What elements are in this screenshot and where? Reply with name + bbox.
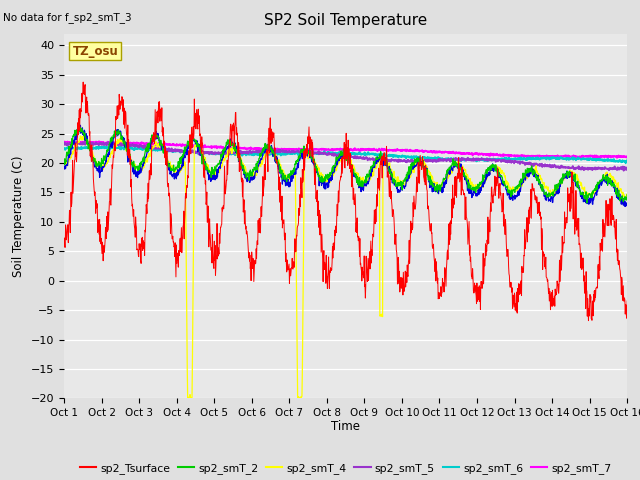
- Legend: sp2_Tsurface, sp2_smT_1, sp2_smT_2, sp2_smT_4, sp2_smT_5, sp2_smT_6, sp2_smT_7: sp2_Tsurface, sp2_smT_1, sp2_smT_2, sp2_…: [76, 458, 616, 480]
- X-axis label: Time: Time: [331, 420, 360, 432]
- Text: No data for f_sp2_smT_3: No data for f_sp2_smT_3: [3, 12, 132, 23]
- Title: SP2 Soil Temperature: SP2 Soil Temperature: [264, 13, 428, 28]
- Y-axis label: Soil Temperature (C): Soil Temperature (C): [12, 155, 25, 277]
- Text: TZ_osu: TZ_osu: [72, 45, 118, 58]
